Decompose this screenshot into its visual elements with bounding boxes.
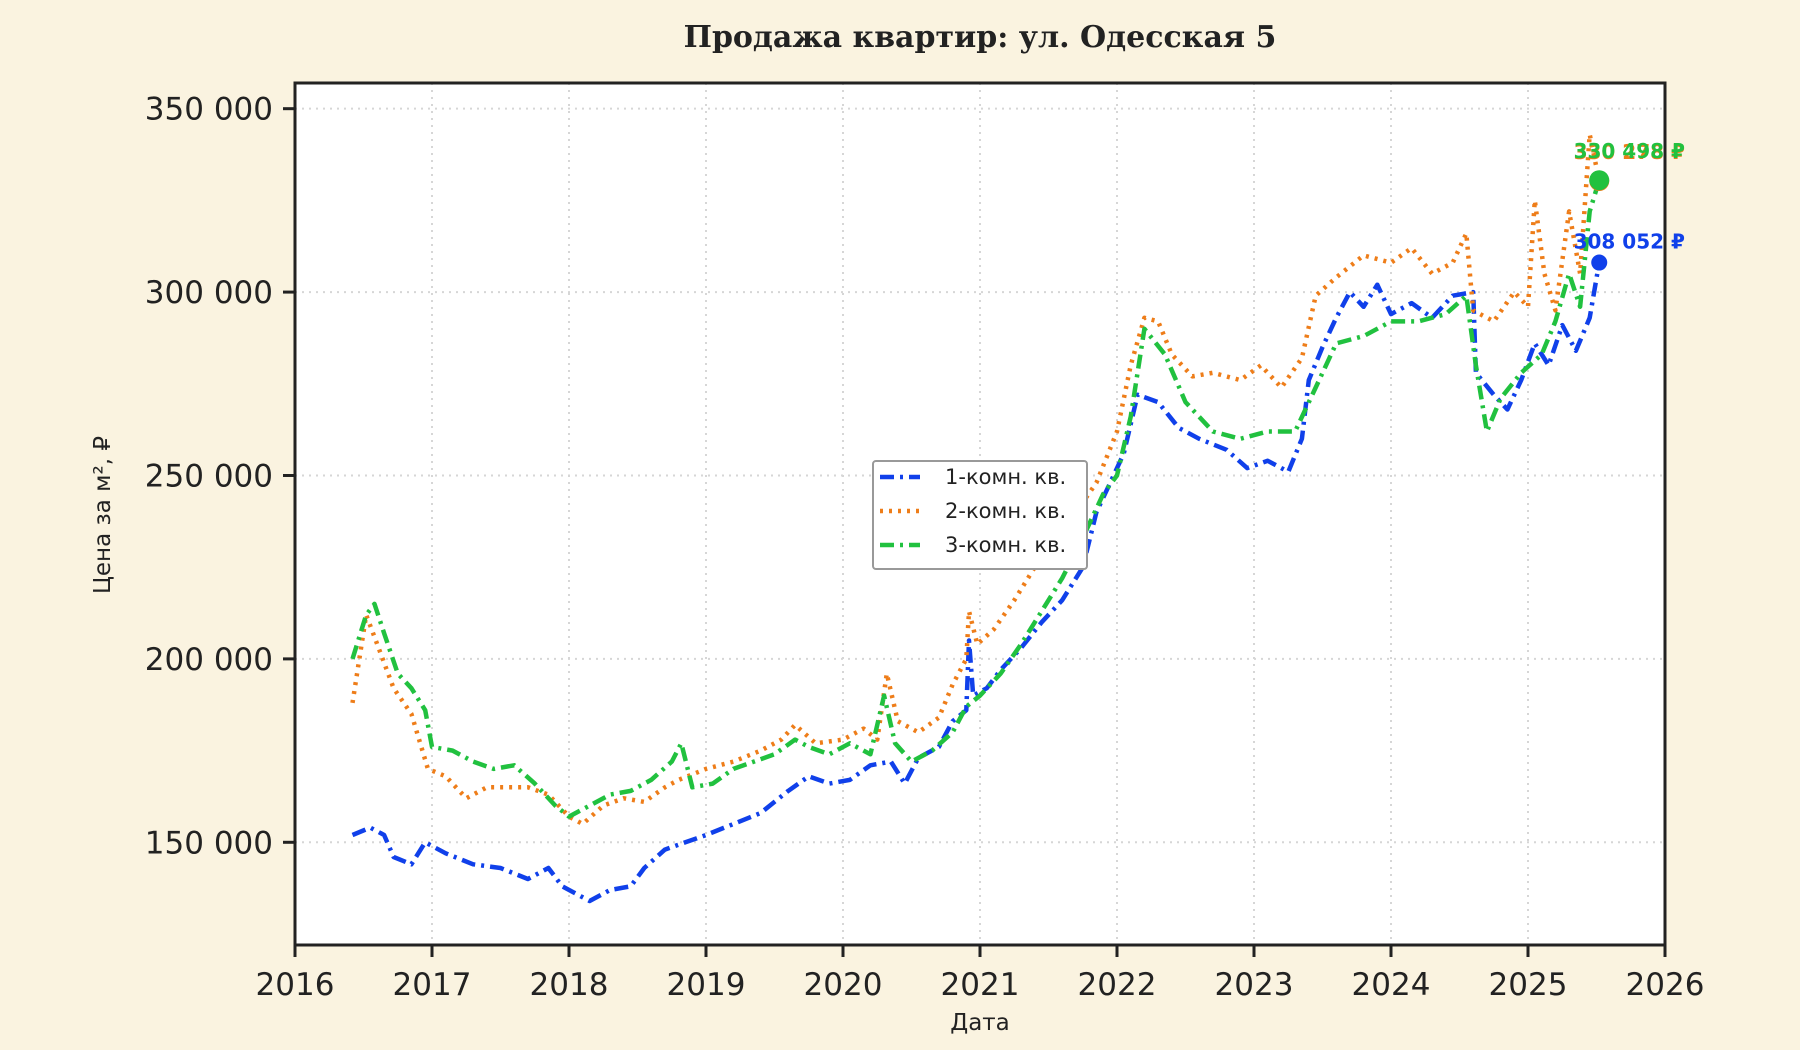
y-axis-label: Цена за м², ₽ xyxy=(90,436,116,594)
end-labels: 308 052 ₽ 330 278 ₽330 498 ₽ xyxy=(1574,139,1685,271)
x-tick-label: 2020 xyxy=(804,967,883,1003)
legend-box xyxy=(872,460,1088,570)
x-tick-label: 2017 xyxy=(393,967,472,1003)
end-value-label-3: 330 498 ₽ xyxy=(1574,139,1685,163)
x-tick-label: 2024 xyxy=(1352,967,1431,1003)
x-axis-label: Дата xyxy=(950,1010,1010,1036)
y-axis: 150 000 200 000 250 000 300 000 350 000 xyxy=(145,92,295,861)
y-tick-label: 150 000 xyxy=(145,825,273,861)
series-layer xyxy=(350,132,1602,904)
legend-label-2: 2-комн. кв. xyxy=(945,499,1066,523)
x-tick-label: 2025 xyxy=(1489,967,1568,1003)
end-point-1 xyxy=(1591,254,1608,271)
end-value-label-2: 330 278 ₽ xyxy=(1574,140,1685,164)
end-value-label-1: 308 052 ₽ xyxy=(1574,230,1685,254)
x-axis: 2016 2017 2018 2019 2020 2021 2022 2023 2024 2025… xyxy=(256,945,1705,1003)
x-tick-label: 2018 xyxy=(530,967,609,1003)
y-tick-label: 350 000 xyxy=(145,92,273,128)
legend-label-1: 1-комн. кв. xyxy=(945,465,1066,489)
legend-label-3: 3-комн. кв. xyxy=(945,533,1066,557)
grid xyxy=(294,83,1666,945)
legend[interactable]: 1-комн. кв. 2-комн. кв. 3-комн. кв. xyxy=(872,460,1088,570)
x-tick-label: 2021 xyxy=(941,967,1020,1003)
x-tick-label: 2019 xyxy=(667,967,746,1003)
x-tick-label: 2022 xyxy=(1078,967,1157,1003)
x-tick-label: 2023 xyxy=(1215,967,1294,1003)
x-tick-label: 2016 xyxy=(256,967,335,1003)
series-line-2 xyxy=(350,132,1602,827)
y-tick-label: 250 000 xyxy=(145,458,273,494)
x-tick-label: 2026 xyxy=(1626,967,1705,1003)
end-point-3 xyxy=(1589,170,1610,191)
chart-title: Продажа квартир: ул. Одесская 5 xyxy=(684,20,1277,55)
y-tick-label: 300 000 xyxy=(145,275,273,311)
y-tick-label: 200 000 xyxy=(145,642,273,678)
series-line-1 xyxy=(351,262,1602,904)
series-line-3 xyxy=(350,179,1602,819)
